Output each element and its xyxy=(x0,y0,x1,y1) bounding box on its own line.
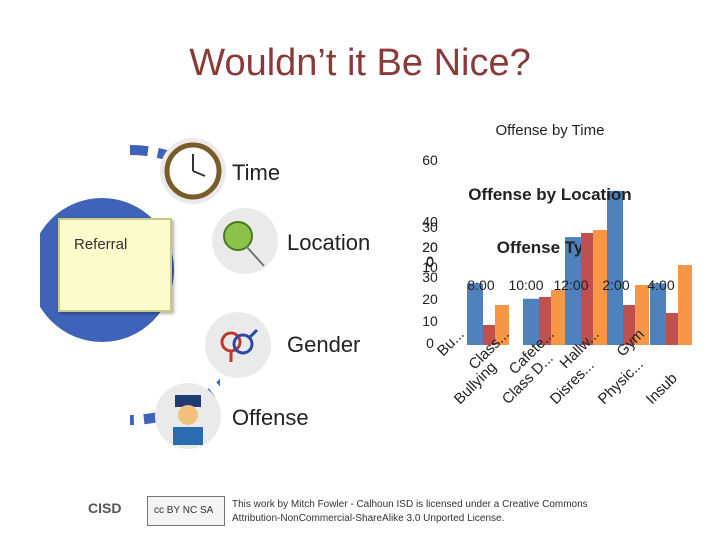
y-tick-time: 40 xyxy=(422,214,438,230)
x-tick-time: 12:00 xyxy=(553,277,588,293)
officer-icon xyxy=(155,383,221,449)
cc-license-badge[interactable]: cc BY NC SA xyxy=(147,496,225,526)
chart-title-type: Offense Type xyxy=(497,238,603,257)
x-tick-time: 4:00 xyxy=(647,277,674,293)
clock-icon xyxy=(160,138,226,204)
bar-time xyxy=(523,298,539,345)
x-tick-type: Physic... xyxy=(595,356,647,408)
bar-location xyxy=(623,305,635,345)
cisd-logo: CISD xyxy=(88,500,122,516)
chart-title-time: Offense by Time xyxy=(496,122,605,139)
y-tick-type: 20 xyxy=(422,239,438,255)
pushpin-icon xyxy=(212,208,278,274)
bar-type xyxy=(635,285,649,345)
slide-title: Wouldn’t it Be Nice? xyxy=(189,42,531,84)
y-tick-location: 20 xyxy=(422,239,438,255)
y-tick-location: 0 xyxy=(426,253,434,269)
y-tick-time: 60 xyxy=(422,152,438,168)
y-tick-values: 20 xyxy=(422,291,438,307)
referral-card[interactable]: Referral xyxy=(58,218,172,312)
y-tick-values: 30 xyxy=(422,269,438,285)
y-tick-location: 30 xyxy=(422,219,438,235)
y-tick-values: 0 xyxy=(426,335,434,351)
gender-label: Gender xyxy=(287,332,361,357)
y-tick-values: 10 xyxy=(422,313,438,329)
x-tick-time: 2:00 xyxy=(602,277,629,293)
bar-location xyxy=(666,313,678,345)
referral-label: Referral xyxy=(74,236,128,253)
gender-symbols-icon xyxy=(205,312,271,378)
bar-location xyxy=(483,325,495,345)
bar-time xyxy=(565,237,581,345)
time-label: Time xyxy=(232,160,281,185)
y-tick-type: 0 xyxy=(426,254,434,270)
bar-type xyxy=(593,230,607,345)
bar-type xyxy=(678,265,692,345)
license-text: This work by Mitch Fowler - Calhoun ISD … xyxy=(232,499,588,524)
x-tick-type: Insub xyxy=(643,370,681,408)
bar-type xyxy=(551,290,565,345)
x-tick-time: 8:00 xyxy=(467,277,494,293)
bar-location xyxy=(581,233,593,345)
chart-title-location: Offense by Location xyxy=(468,185,631,204)
charts-svg: Offense by Time 60 40 Offense by Location 30… xyxy=(422,122,692,408)
x-tick-time: 10:00 xyxy=(508,277,543,293)
location-label: Location xyxy=(287,230,371,255)
bar-location xyxy=(539,297,551,345)
bar-time xyxy=(650,283,666,345)
offense-label: Offense xyxy=(232,405,309,430)
bar-time xyxy=(607,190,623,345)
bar-time xyxy=(467,283,483,345)
y-tick-type: 10 xyxy=(422,259,438,275)
x-tick-location: Bu... xyxy=(434,326,468,360)
bar-type xyxy=(495,305,509,345)
